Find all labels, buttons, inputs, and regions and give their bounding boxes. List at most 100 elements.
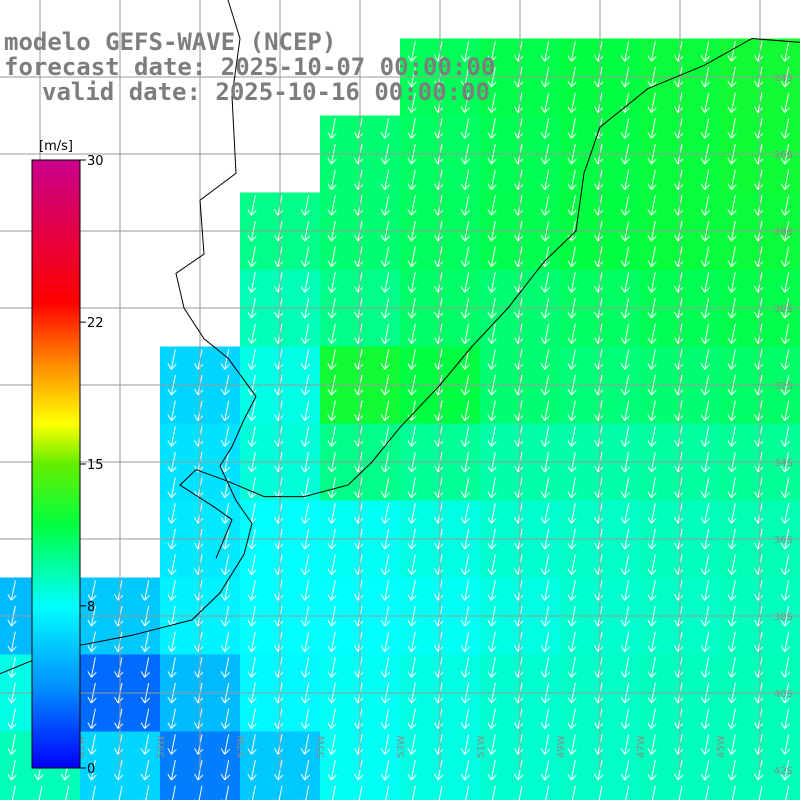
wind-arrow <box>487 785 496 800</box>
wind-arrow <box>460 195 471 216</box>
wind-arrow <box>754 785 763 800</box>
wind-arrow <box>567 657 577 678</box>
wind-arrow <box>247 708 257 730</box>
wind-arrow <box>647 580 657 601</box>
wind-arrow <box>460 734 471 755</box>
wind-arrow <box>300 708 311 730</box>
wind-arrow <box>567 92 577 114</box>
wind-arrow <box>780 118 791 139</box>
wind-arrow <box>540 759 551 781</box>
wind-arrow <box>620 349 631 370</box>
wind-arrow <box>34 785 43 800</box>
wind-arrow <box>540 554 551 576</box>
wind-arrow <box>700 785 710 800</box>
wind-arrow <box>700 195 711 216</box>
wind-arrow <box>487 246 497 268</box>
wind-arrow <box>247 246 257 268</box>
map-title: modelo GEFS-WAVE (NCEP) forecast date: 20… <box>4 30 495 105</box>
wind-arrow <box>220 503 231 524</box>
wind-arrow <box>700 169 711 191</box>
wind-arrow <box>540 400 551 422</box>
wind-arrow <box>620 477 631 499</box>
wind-arrow <box>727 41 737 62</box>
wind-arrow <box>220 657 231 678</box>
wind-arrow <box>434 785 443 800</box>
wind-arrow <box>380 323 391 345</box>
wind-arrow <box>567 400 577 422</box>
coastline <box>0 0 800 675</box>
wind-arrow <box>487 272 497 293</box>
wind-arrow <box>87 734 97 755</box>
wind-arrow <box>727 631 737 653</box>
wind-arrow <box>780 631 791 653</box>
wind-arrow <box>540 41 551 62</box>
latitude-label: 42S <box>774 766 793 777</box>
wind-arrow <box>327 503 337 524</box>
longitude-label: 53W <box>396 735 407 758</box>
latitude-label: 30S <box>774 304 793 315</box>
wind-arrow <box>300 323 311 345</box>
wind-arrow <box>167 734 177 755</box>
wind-arrow <box>487 41 497 62</box>
wind-arrow <box>487 580 497 601</box>
colorbar-tick-label: 0 <box>87 762 95 777</box>
wind-arrow <box>780 477 791 499</box>
valid-date: valid date: 2025-10-16 00:00:00 <box>42 78 490 106</box>
wind-arrow <box>620 246 631 268</box>
wind-arrow <box>487 195 497 216</box>
wind-arrow <box>647 785 656 800</box>
wind-arrow <box>407 169 417 191</box>
colorbar-scale <box>31 159 81 769</box>
wind-arrow <box>727 708 737 730</box>
wind-arrow <box>567 349 577 370</box>
wind-arrow <box>700 708 711 730</box>
wind-arrow <box>487 323 497 345</box>
wind-arrow <box>647 272 657 293</box>
wind-arrow <box>700 554 711 576</box>
wind-arrow <box>300 554 311 576</box>
wind-arrow <box>380 631 391 653</box>
wind-arrow <box>620 323 631 345</box>
wind-arrow <box>487 759 497 781</box>
wind-arrow <box>620 195 631 216</box>
wind-arrow <box>487 400 497 422</box>
wind-arrow <box>300 503 311 524</box>
wind-arrow <box>727 657 737 678</box>
wind-arrow <box>167 554 177 576</box>
wind-arrow <box>647 708 657 730</box>
longitude-label: 49W <box>556 735 567 758</box>
longitude-label: 55W <box>316 735 327 758</box>
wind-arrow <box>327 785 336 800</box>
wind-arrow <box>327 349 337 370</box>
wind-arrow <box>540 272 551 293</box>
wind-arrow <box>647 400 657 422</box>
wind-arrow <box>487 631 497 653</box>
wind-arrow <box>407 759 417 781</box>
wind-arrow <box>567 580 577 601</box>
wind-arrow <box>407 503 417 524</box>
wind-arrow <box>700 759 711 781</box>
wind-arrow <box>167 400 177 422</box>
wind-arrow <box>407 631 417 653</box>
wind-arrow <box>487 503 497 524</box>
wind-arrow <box>567 503 577 524</box>
wind-arrow <box>407 580 417 601</box>
wind-arrow <box>780 246 791 268</box>
wind-arrow <box>540 323 551 345</box>
wind-arrow <box>700 426 711 447</box>
wind-arrow <box>300 349 311 370</box>
wind-arrow <box>460 169 471 191</box>
wind-arrow <box>87 785 96 800</box>
wind-arrow <box>380 580 391 601</box>
wind-arrow <box>567 246 577 268</box>
colorbar: [m/s] 30 22 15 8 0 <box>31 139 104 777</box>
wind-arrow <box>247 195 257 216</box>
colorbar-unit: [m/s] <box>39 139 73 154</box>
colorbar-tick-label: 22 <box>87 316 104 331</box>
wind-arrow <box>247 657 257 678</box>
wind-arrow <box>274 785 283 800</box>
wind-arrow <box>487 554 497 576</box>
wind-arrow <box>727 426 737 447</box>
wind-arrow <box>487 734 497 755</box>
